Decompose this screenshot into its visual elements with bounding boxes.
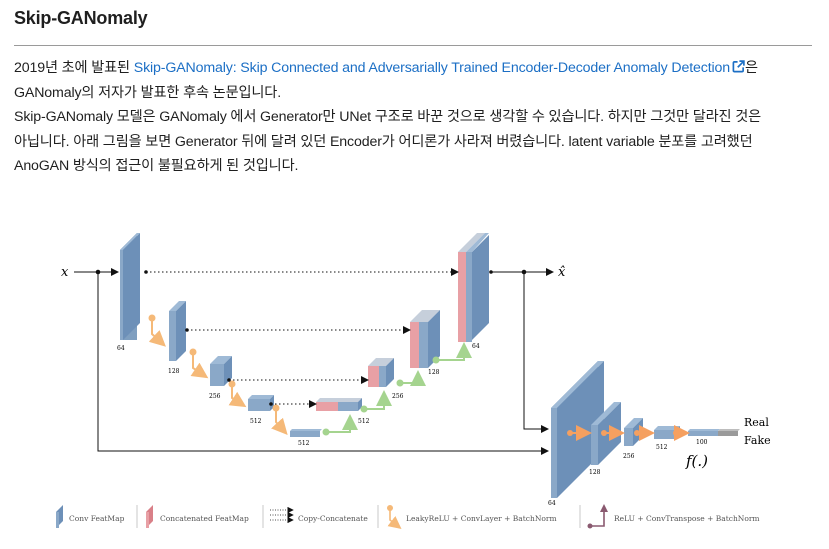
title-divider (14, 45, 812, 46)
encoder-size-label: 64 (117, 345, 125, 352)
legend-concat-icon (146, 505, 153, 528)
disc-size-label: 100 (696, 439, 708, 446)
decoder-relu-dots (322, 356, 440, 436)
encoder-block-1 (120, 233, 140, 340)
decoder-size-label: 256 (392, 393, 404, 400)
decoder-block-1 (316, 398, 362, 411)
disc-size-label: 512 (656, 444, 668, 451)
encoder-block-4 (248, 395, 274, 411)
fake-label: Fake (744, 434, 771, 447)
encoder-bottleneck (290, 429, 322, 437)
output-xhat-label: x̂ (558, 265, 566, 280)
intro-text: 2019년 초에 발표된 (14, 60, 134, 76)
legend: Conv FeatMap Concatenated FeatMap Copy-C… (56, 504, 760, 529)
legend-copy-icon (270, 506, 294, 524)
disc-leaky-dots (567, 430, 679, 436)
skip-dots (144, 270, 273, 406)
disc-size-label: 128 (589, 469, 601, 476)
paper-link[interactable]: Skip-GANomaly: Skip Connected and Advers… (134, 60, 745, 76)
legend-leaky-icon (387, 505, 402, 529)
legend-label: Conv FeatMap (69, 514, 125, 523)
decoder-block-2 (368, 358, 394, 387)
explanation-line3: AnoGAN 방식의 접근이 불필요하게 된 것입니다. (14, 158, 299, 174)
encoder-block-3 (210, 356, 232, 386)
decoder-size-label: 512 (358, 418, 370, 425)
explanation-line1: Skip-GANomaly 모델은 GANomaly 에서 Generator만… (14, 109, 762, 125)
decoder-size-label: 128 (428, 369, 440, 376)
legend-relu-icon (587, 504, 608, 529)
input-x-label: x (61, 265, 69, 280)
legend-label: Concatenated FeatMap (160, 514, 249, 523)
junction-dots (95, 269, 527, 275)
disc-vector (688, 429, 740, 436)
legend-label: ReLU + ConvTranspose + BatchNorm (614, 514, 760, 523)
paper-link-label: Skip-GANomaly: Skip Connected and Advers… (133, 60, 730, 76)
intro-suffix: 은 (745, 60, 758, 76)
paragraph-intro: 2019년 초에 발표된 Skip-GANomaly: Skip Connect… (14, 56, 814, 105)
paragraph-explanation: Skip-GANomaly 모델은 GANomaly 에서 Generator만… (14, 105, 814, 179)
decoder-relu-arrows (326, 342, 472, 433)
encoder-leaky-dots (148, 314, 280, 412)
encoder-leaky-arrows (148, 318, 288, 435)
encoder-size-label: 256 (209, 393, 221, 400)
decoder-block-4 (458, 233, 489, 342)
disc-size-label: 64 (548, 500, 556, 507)
skip-connections (146, 268, 459, 408)
legend-label: Copy-Concatenate (298, 514, 368, 523)
legend-label: LeakyReLU + ConvLayer + BatchNorm (406, 514, 557, 523)
intro-line2: GANomaly의 저자가 발표한 후속 논문입니다. (14, 84, 281, 101)
legend-conv-icon (56, 505, 63, 528)
encoder-size-label: 512 (298, 440, 310, 447)
decoder-block-3 (410, 310, 440, 368)
real-label: Real (744, 416, 769, 429)
section-title: Skip-GANomaly (14, 8, 148, 28)
encoder-size-label: 128 (168, 368, 180, 375)
explanation-line2: 아닙니다. 아래 그림을 보면 Generator 뒤에 달려 있던 Encod… (14, 133, 753, 150)
architecture-diagram: 64 128 256 512 512 512 (56, 233, 771, 529)
article-body: 2019년 초에 발표된 Skip-GANomaly: Skip Connect… (14, 56, 814, 179)
disc-function-label: f(.) (685, 452, 708, 470)
external-link-icon (732, 60, 745, 73)
encoder-block-2 (169, 301, 186, 361)
decoder-size-label: 64 (472, 343, 480, 350)
encoder-size-label: 512 (250, 418, 262, 425)
disc-size-label: 256 (623, 453, 635, 460)
